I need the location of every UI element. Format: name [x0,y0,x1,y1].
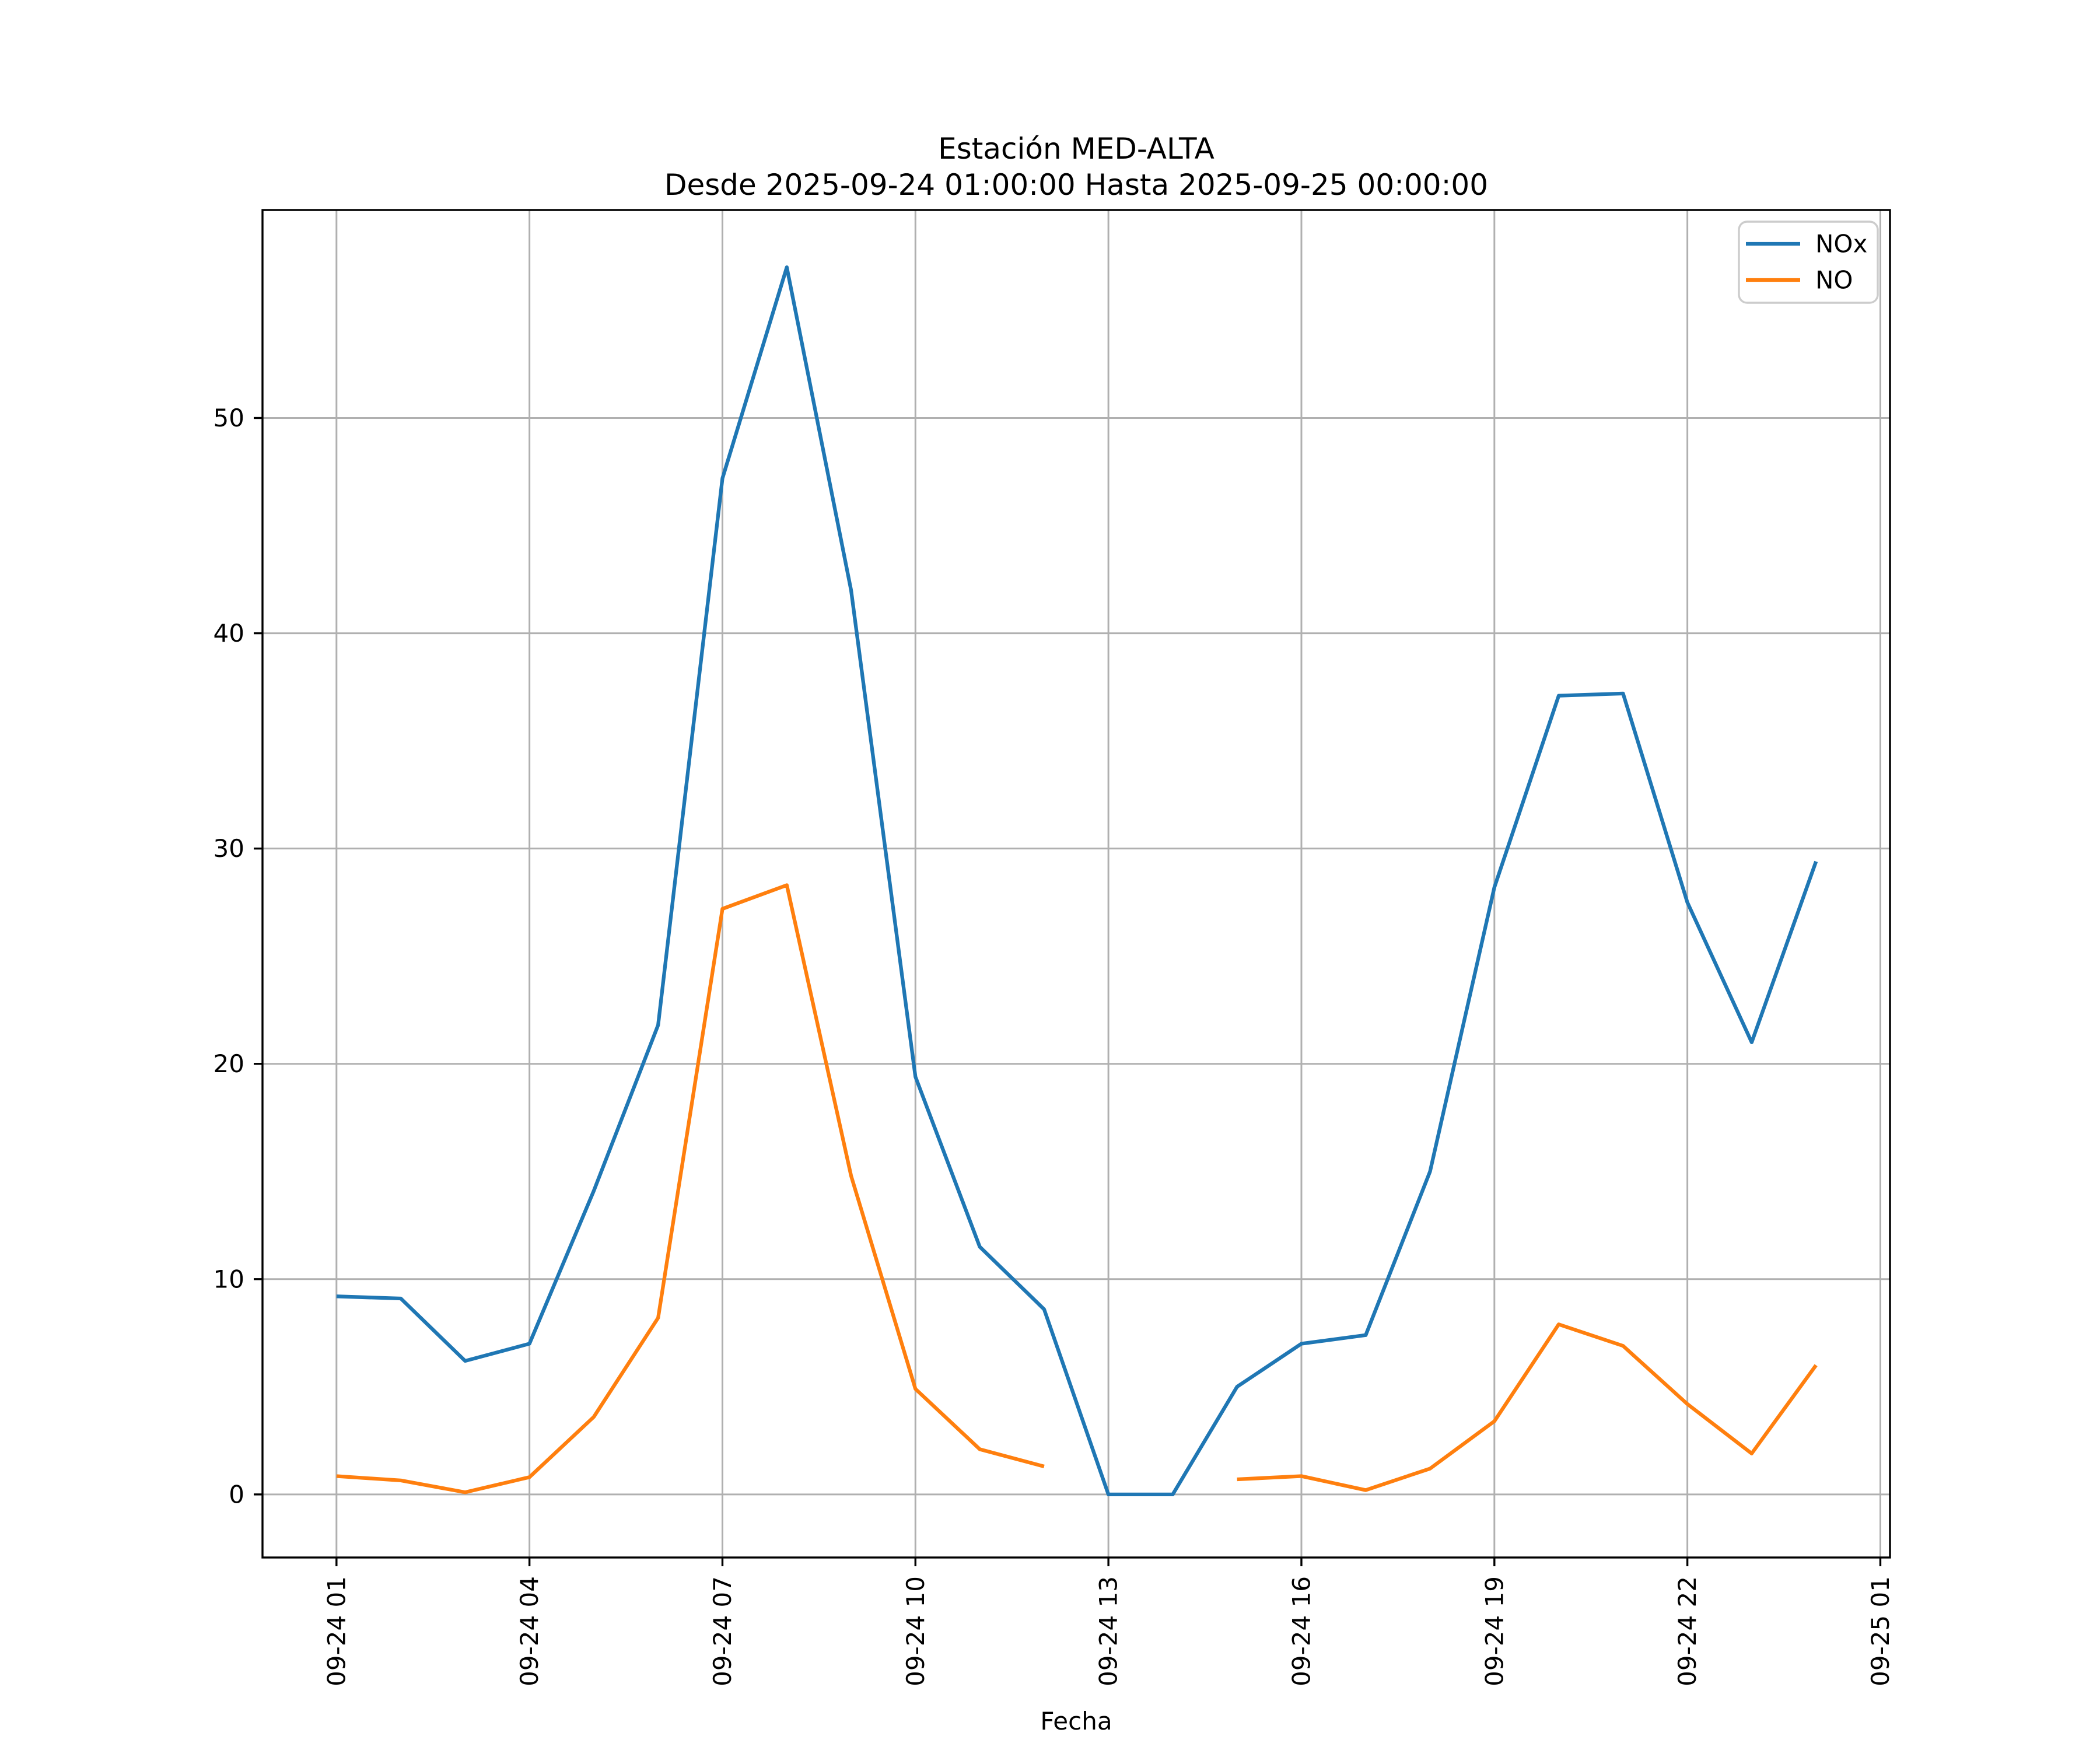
grid-layer [262,210,1890,1558]
x-tick-label-09-24 19: 09-24 19 [1480,1576,1508,1686]
series-NOx-line [336,265,1818,1497]
x-tick-label-09-25 01: 09-25 01 [1866,1576,1895,1686]
series-NO-line [336,883,1818,1494]
x-tick-label-09-24 07: 09-24 07 [708,1576,737,1686]
x-tick-label-09-24 22: 09-24 22 [1673,1576,1702,1686]
x-tick-label-09-24 10: 09-24 10 [901,1576,930,1686]
x-tick-label-09-24 16: 09-24 16 [1287,1576,1315,1686]
y-tick-label-0: 0 [229,1480,244,1508]
y-tick-label-40: 40 [214,619,244,648]
x-tick-label-09-24 13: 09-24 13 [1094,1576,1123,1686]
axes-layer [261,209,1891,1559]
series-layer [336,265,1818,1497]
y-tick-label-10: 10 [214,1265,244,1293]
legend-label-NOx: NOx [1815,230,1867,258]
x-tick-label-09-24 04: 09-24 04 [515,1576,544,1686]
chart-title-line1: Estación MED-ALTA [938,132,1214,166]
x-axis-label: Fecha [1040,1707,1112,1735]
legend-box [1738,220,1879,304]
legend-label-NO: NO [1815,266,1853,295]
x-tick-label-09-24 01: 09-24 01 [322,1576,351,1686]
legend-layer: NOx NO [1738,220,1879,304]
y-tick-label-20: 20 [214,1049,244,1078]
axes-spines [261,209,1891,1559]
y-tick-label-30: 30 [214,834,244,863]
y-tick-label-50: 50 [214,404,244,432]
ticks-layer: 09-24 01 09-24 04 09-24 07 09-24 10 09-24 13… [214,404,1895,1686]
chart-title-line2: Desde 2025-09-24 01:00:00 Hasta 2025-09-… [664,168,1488,202]
